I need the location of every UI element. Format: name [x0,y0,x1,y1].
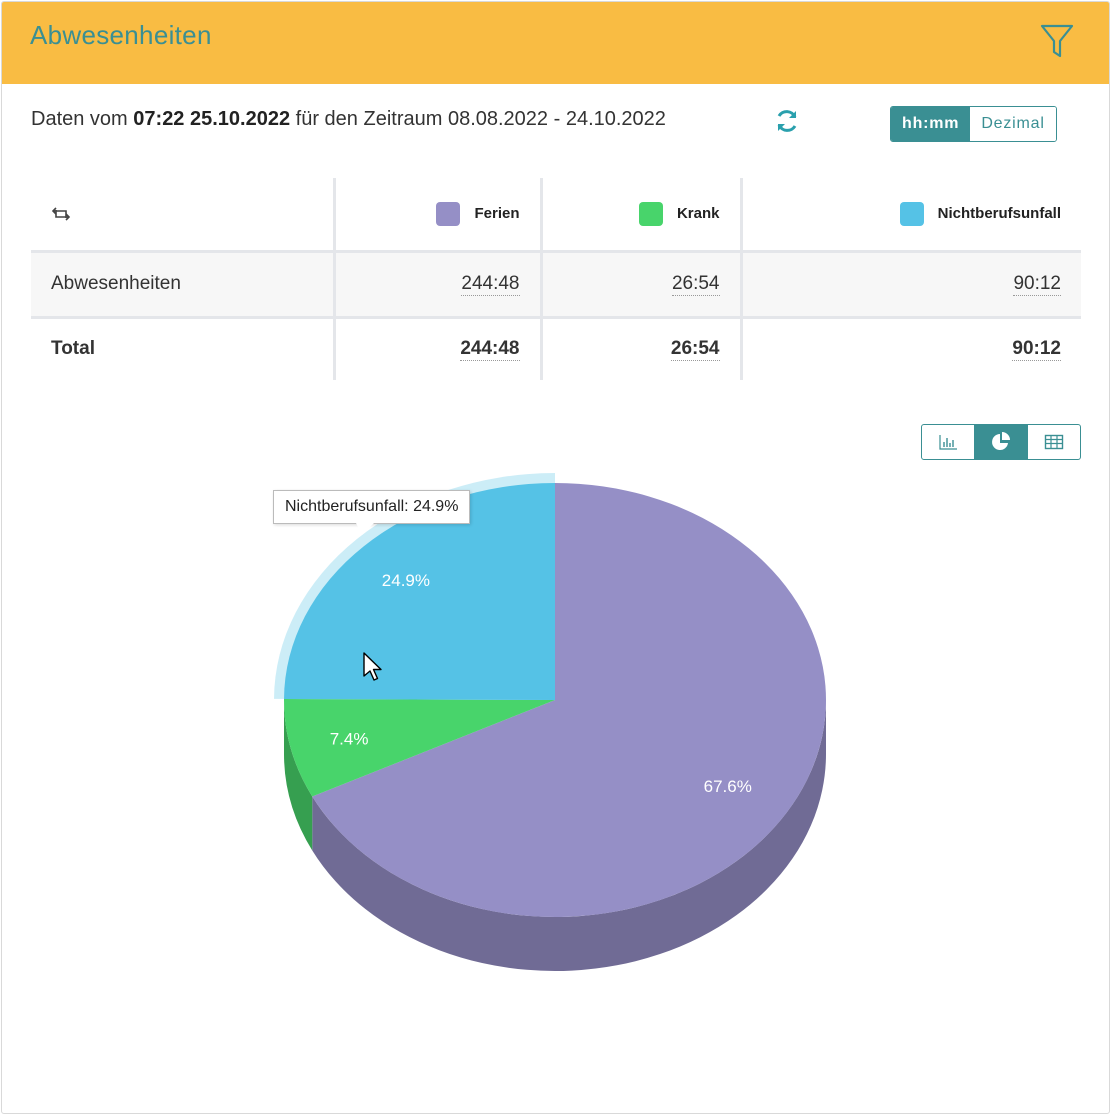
info-timestamp: 07:22 25.10.2022 [133,108,291,130]
decimal-button[interactable]: Dezimal [970,107,1056,141]
krank-swatch [638,201,663,226]
nichtberufsunfall-swatch [899,201,924,226]
mouse-cursor-icon [363,652,382,681]
pie-slice-ferien [312,483,827,918]
column-label: Ferien [474,204,520,222]
pie-label-nichtberufsunfall: 24.9% [382,571,430,590]
column-header-nichtberufsunfall[interactable]: Nichtberufsunfall [739,178,1081,253]
table-row: Abwesenheiten 244:48 26:54 90:12 [31,251,1081,319]
pie-chart: 67.6% 7.4% 24.9% [274,473,827,971]
column-label: Krank [676,204,720,222]
table-view-button[interactable] [1027,425,1080,459]
cell-value[interactable]: 90:12 [739,251,1081,319]
pie-slice-krank [284,698,555,797]
time-format-toggle: hh:mm Dezimal [890,106,1057,142]
pie-chart-view-button[interactable] [974,425,1027,459]
info-prefix: Daten vom [31,108,128,130]
info-period: 08.08.2022 - 24.10.2022 [447,108,666,130]
swap-cell [31,178,334,253]
total-value[interactable]: 90:12 [739,317,1081,380]
table-header-row: Ferien Krank Nichtberufsunfall [31,178,1081,253]
pie-side-ferien [312,700,827,971]
total-value[interactable]: 244:48 [332,317,541,380]
table-icon [1044,434,1064,450]
cell-value[interactable]: 26:54 [539,251,741,319]
chart-tooltip: Nichtberufsunfall: 24.9% [273,490,471,535]
column-label: Nichtberufsunfall [937,204,1061,222]
data-info-line: Daten vom 07:22 25.10.2022 für den Zeitr… [31,108,666,131]
info-period-prefix: für den Zeitraum [295,108,443,130]
pie-chart-icon [992,432,1010,450]
bar-chart-view-button[interactable] [922,425,974,459]
filter-icon[interactable] [1039,22,1075,60]
cell-value[interactable]: 244:48 [332,251,541,319]
refresh-icon[interactable] [774,108,800,134]
panel-header: Abwesenheiten [2,2,1109,84]
column-header-krank[interactable]: Krank [539,178,741,253]
total-label: Total [51,338,95,360]
hhmm-button[interactable]: hh:mm [891,107,971,141]
swap-axes-icon[interactable] [51,206,71,222]
column-header-ferien[interactable]: Ferien [332,178,541,253]
row-label: Abwesenheiten [31,251,334,319]
pie-slice-nichtberufsunfall [284,483,555,700]
ferien-swatch [436,201,461,226]
pie-side-krank [284,700,313,851]
pie-label-ferien: 67.6% [704,777,752,796]
absences-table: Ferien Krank Nichtberufsunfall Abwesenhe… [31,178,1081,380]
bar-chart-icon [939,435,957,450]
panel-title: Abwesenheiten [30,20,212,50]
total-value[interactable]: 26:54 [539,317,741,380]
pie-label-krank: 7.4% [330,729,369,748]
view-selector [921,424,1081,460]
total-row: Total 244:48 26:54 90:12 [31,317,1081,380]
